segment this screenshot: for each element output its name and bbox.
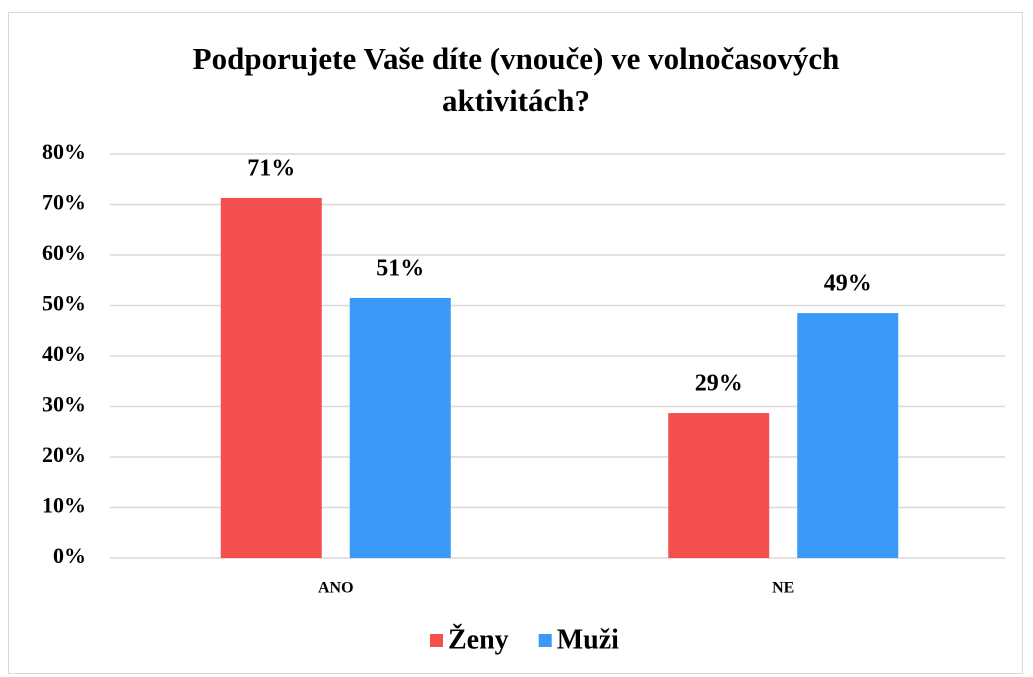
y-tick-label: 70% bbox=[42, 190, 86, 215]
y-tick-label: 10% bbox=[42, 493, 86, 518]
y-tick-label: 40% bbox=[42, 341, 86, 366]
x-tick-label: ANO bbox=[318, 580, 354, 597]
bar bbox=[349, 297, 451, 558]
data-label: 29% bbox=[695, 371, 743, 397]
data-label: 51% bbox=[376, 255, 424, 281]
legend-swatch bbox=[538, 634, 552, 647]
y-tick-label: 50% bbox=[42, 291, 86, 316]
y-tick-label: 0% bbox=[53, 543, 86, 568]
x-tick-label: NE bbox=[772, 580, 794, 597]
legend-swatch bbox=[430, 634, 443, 647]
y-tick-label: 30% bbox=[42, 392, 86, 417]
bar bbox=[668, 413, 770, 558]
bar bbox=[220, 197, 322, 558]
y-tick-label: 60% bbox=[42, 240, 86, 265]
legend-label: Ženy bbox=[448, 624, 509, 655]
chart-title: Podporujete Vaše díte (vnouče) ve volnoč… bbox=[192, 41, 840, 118]
data-label: 71% bbox=[247, 155, 295, 181]
y-tick-label: 20% bbox=[42, 442, 86, 467]
y-tick-label: 80% bbox=[42, 139, 86, 164]
data-label: 49% bbox=[824, 271, 872, 297]
chart-frame bbox=[8, 12, 1023, 674]
bar bbox=[797, 313, 899, 558]
legend-label: Muži bbox=[557, 624, 619, 655]
